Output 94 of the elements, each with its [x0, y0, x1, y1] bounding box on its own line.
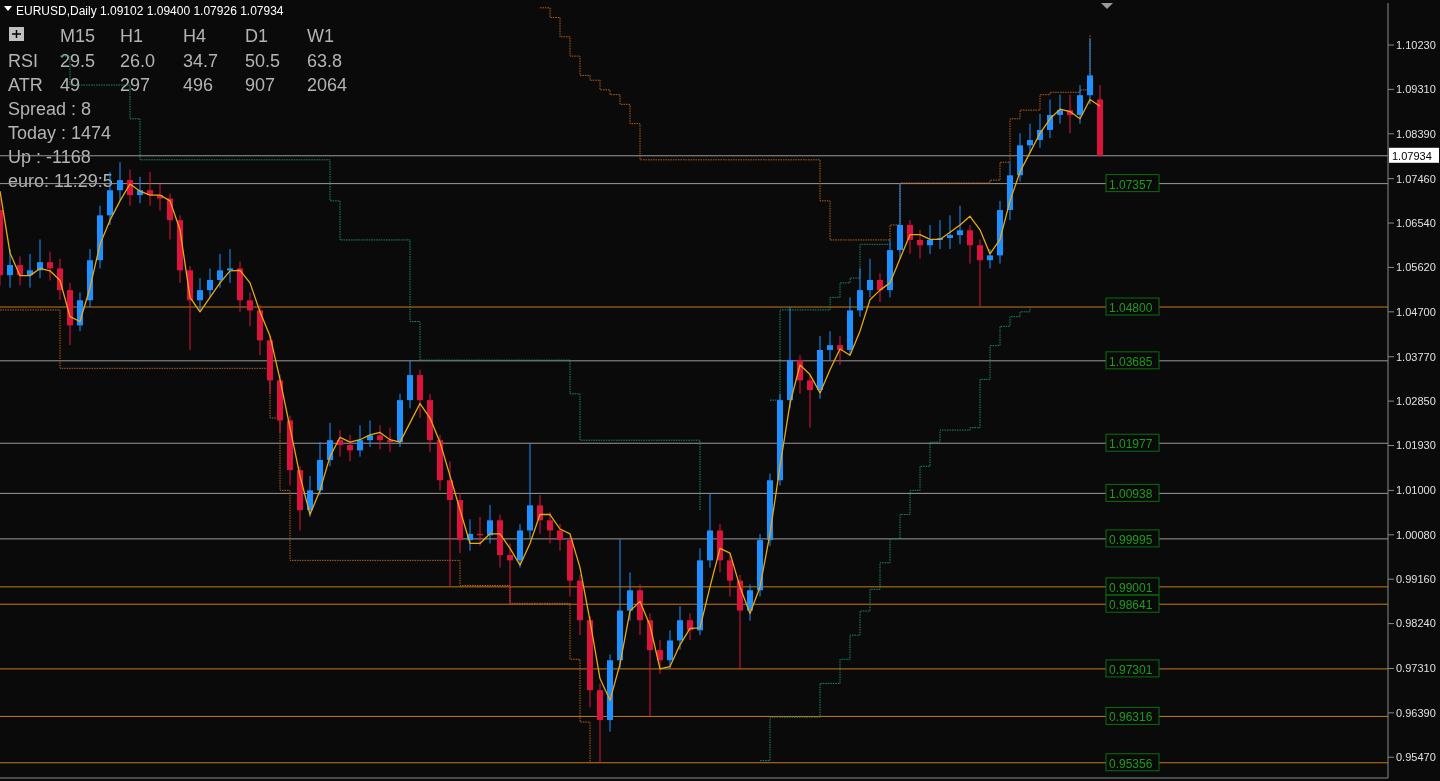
- annotation: 63.8: [307, 51, 343, 71]
- y-tick-label: 1.08390: [1396, 127, 1436, 140]
- annotation: 496: [183, 75, 214, 95]
- line-series: [0, 98, 1101, 701]
- candlestick: [987, 248, 993, 269]
- candlestick: [667, 629, 673, 670]
- y-tick-label: 0.99160: [1396, 573, 1436, 586]
- candlestick: [547, 511, 553, 544]
- candlestick: [337, 429, 343, 458]
- candlestick: [747, 583, 753, 622]
- annotation: Today : 1474: [8, 123, 112, 143]
- candlestick: [557, 523, 563, 552]
- candlestick: [677, 605, 683, 651]
- candlestick: [967, 224, 973, 265]
- y-tick-label: 1.01000: [1396, 484, 1436, 497]
- candlestick: [487, 504, 493, 544]
- ref-line-label: 0.97301: [1109, 662, 1153, 677]
- chart-title: EURUSD,Daily 1.09102 1.09400 1.07926 1.07934: [16, 4, 284, 18]
- candlestick: [877, 272, 883, 303]
- ref-line-label: 0.99001: [1109, 580, 1153, 595]
- candlestick: [227, 248, 233, 284]
- annotation: RSI: [8, 51, 39, 71]
- annotation: ATR: [8, 75, 43, 95]
- candlestick: [197, 277, 203, 313]
- candlestick: [7, 248, 13, 289]
- ref-line-label: 1.03685: [1109, 354, 1153, 369]
- ref-line-label: 1.04800: [1109, 301, 1153, 316]
- candlestick: [657, 639, 663, 675]
- candlestick: [347, 434, 353, 462]
- candlestick: [857, 267, 863, 318]
- annotation: 34.7: [183, 51, 219, 71]
- y-tick-label: 1.06540: [1396, 216, 1436, 229]
- y-tick-label: 1.00080: [1396, 528, 1436, 541]
- ref-line-label: 0.99995: [1109, 532, 1153, 547]
- y-tick-label: 1.01930: [1396, 439, 1436, 452]
- annotation: 907: [245, 75, 276, 95]
- candlestick: [47, 251, 53, 281]
- annotation: 29.5: [60, 51, 96, 71]
- ref-line-label: 0.95356: [1109, 756, 1153, 771]
- ref-line-label: 0.98641: [1109, 598, 1153, 613]
- annotation: Spread : 8: [8, 99, 92, 119]
- candlestick: [837, 335, 843, 366]
- candlestick: [307, 475, 313, 518]
- y-tick-label: 1.10230: [1396, 38, 1436, 51]
- candlestick: [357, 424, 363, 458]
- y-tick-label: 1.05620: [1396, 261, 1436, 274]
- annotation: 26.0: [120, 51, 156, 71]
- annotation: D1: [245, 26, 269, 46]
- candlestick: [367, 419, 373, 448]
- candlestick: [207, 267, 213, 298]
- y-tick-label: 1.07460: [1396, 172, 1436, 185]
- candlestick: [627, 571, 633, 622]
- candlestick: [1057, 94, 1063, 125]
- candlestick: [947, 214, 953, 250]
- ref-line-label: 1.01977: [1109, 437, 1153, 452]
- annotation: H1: [120, 26, 144, 46]
- ref-line-label: 1.07934: [1392, 149, 1432, 162]
- candlestick: [1077, 84, 1083, 125]
- y-tick-label: 1.02850: [1396, 395, 1436, 408]
- candlestick: [917, 229, 923, 260]
- y-tick-label: 1.09310: [1396, 83, 1436, 96]
- candlestick: [827, 330, 833, 361]
- y-tick-label: 1.04700: [1396, 305, 1436, 318]
- candlestick: [957, 205, 963, 245]
- candlestick: [977, 238, 983, 308]
- candlestick: [867, 258, 873, 298]
- candlestick: [507, 542, 513, 605]
- candlestick: [247, 292, 253, 327]
- ref-line-label: 1.00938: [1109, 487, 1153, 502]
- annotation: M15: [60, 26, 96, 46]
- candlestick: [1087, 38, 1093, 105]
- candlestick: [447, 460, 453, 588]
- annotation: 50.5: [245, 51, 281, 71]
- candlestick: [727, 552, 733, 598]
- candlestick: [27, 253, 33, 289]
- annotation: H4: [183, 26, 207, 46]
- ref-line-label: 1.07357: [1109, 177, 1153, 192]
- candlestick: [217, 253, 223, 289]
- y-tick-label: 1.03770: [1396, 350, 1436, 363]
- annotation: W1: [307, 26, 334, 46]
- candlestick: [377, 424, 383, 450]
- candlestick: [1027, 123, 1033, 154]
- candlestick: [687, 612, 693, 641]
- annotation: 2064: [307, 75, 348, 95]
- annotation: 297: [120, 75, 151, 95]
- candlestick: [807, 374, 813, 429]
- y-tick-label: 0.95470: [1396, 751, 1436, 764]
- candlestick: [927, 224, 933, 255]
- y-tick-label: 0.97310: [1396, 662, 1436, 675]
- y-tick-label: 0.96390: [1396, 706, 1436, 719]
- candlestick: [117, 161, 123, 202]
- annotation: 49: [60, 75, 81, 95]
- ref-line-label: 0.96316: [1109, 710, 1153, 725]
- y-tick-label: 0.98240: [1396, 617, 1436, 630]
